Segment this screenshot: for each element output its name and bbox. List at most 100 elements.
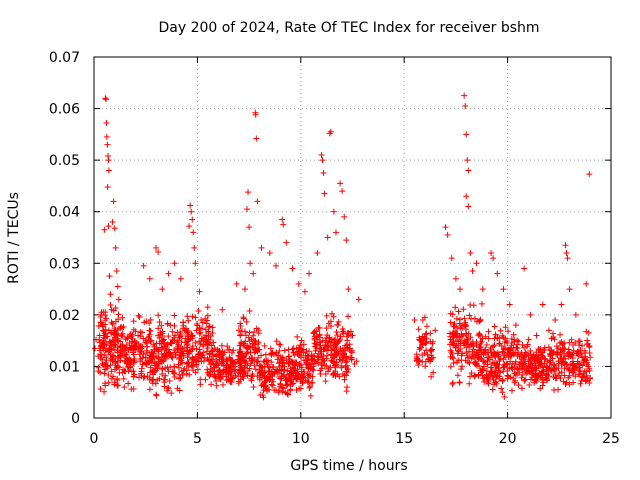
data-point [292,359,299,366]
data-point [107,291,114,298]
data-point [569,355,576,362]
data-point [220,381,227,388]
data-point [518,374,525,381]
data-point [500,286,507,293]
data-point [256,362,263,369]
data-point [583,359,590,366]
data-point [296,385,303,392]
data-point [343,333,350,340]
data-point [415,326,422,333]
data-point [103,354,110,361]
data-point [242,370,249,377]
data-point [514,337,521,344]
data-point [539,301,546,308]
data-point [527,347,534,354]
data-point [586,379,593,386]
x-tick-label: 0 [90,431,99,447]
data-point [99,322,106,329]
data-point [501,393,508,400]
data-point [272,262,279,269]
data-point [105,223,112,230]
data-point [509,366,516,373]
data-point [325,366,332,373]
data-point [504,361,511,368]
data-point [168,340,175,347]
data-point [104,141,111,148]
data-point [305,379,312,386]
data-point [339,188,346,195]
data-point [444,231,451,238]
data-point [213,382,220,389]
data-point [465,167,472,174]
data-point [290,369,297,376]
data-point [569,362,576,369]
data-point [126,355,133,362]
data-point [570,379,577,386]
data-point [267,345,274,352]
data-point [175,364,182,371]
data-point [423,330,430,337]
data-point [258,382,265,389]
data-point [417,344,424,351]
data-point [200,349,207,356]
data-point [176,371,183,378]
data-point [259,380,266,387]
data-point [104,333,111,340]
data-point [583,280,590,287]
data-point [200,342,207,349]
data-point [304,370,311,377]
data-point [513,344,520,351]
data-point [119,314,126,321]
data-point [568,352,575,359]
data-point [466,359,473,366]
data-point [164,364,171,371]
data-point [454,347,461,354]
data-point [312,340,319,347]
data-point [102,380,109,387]
data-point [221,349,228,356]
data-point [427,357,434,364]
data-point [193,327,200,334]
data-point [540,379,547,386]
data-point [262,351,269,358]
data-point [533,349,540,356]
data-point [247,360,254,367]
data-point [248,373,255,380]
data-point [131,355,138,362]
data-point [226,346,233,353]
data-point [456,379,463,386]
data-point [492,350,499,357]
data-point [275,360,282,367]
data-point [247,260,254,267]
data-point [566,286,573,293]
data-point [318,361,325,368]
data-point [215,370,222,377]
data-point [310,329,317,336]
data-point [419,341,426,348]
data-point [470,302,477,309]
data-point [297,361,304,368]
data-point [189,363,196,370]
data-point [226,354,233,361]
data-point [202,376,209,383]
data-point [574,349,581,356]
data-point [430,369,437,376]
data-point [257,374,264,381]
data-point [308,379,315,386]
data-point [583,328,590,335]
data-point [487,368,494,375]
data-point [118,332,125,339]
data-point [235,378,242,385]
data-point [176,334,183,341]
data-point [447,310,454,317]
data-point [565,374,572,381]
data-point [286,356,293,363]
data-point [477,316,484,323]
data-point [188,208,195,215]
data-point [331,362,338,369]
data-point [130,386,137,393]
data-point [485,349,492,356]
data-point [348,347,355,354]
data-point [276,374,283,381]
data-point [482,350,489,357]
